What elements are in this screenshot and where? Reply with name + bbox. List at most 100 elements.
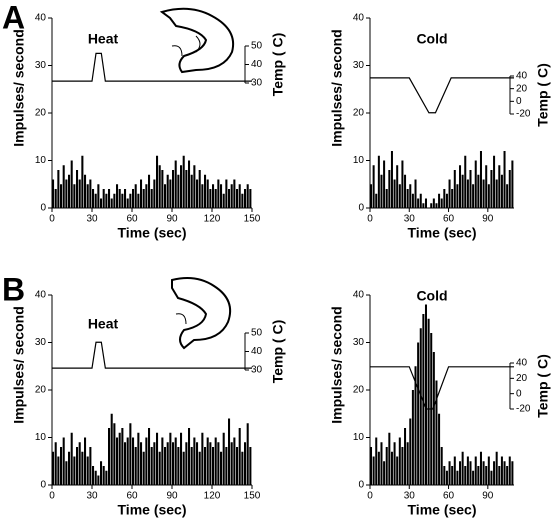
bar [188,160,191,208]
bar [190,174,193,208]
bar [190,447,193,485]
bar [86,456,89,485]
annotation: Cold [416,288,447,304]
bar [209,189,212,208]
bar [182,451,185,485]
bar [65,461,68,485]
bar [388,170,391,208]
bar [414,366,417,485]
bar [177,174,180,208]
bar [409,418,412,485]
bar [490,470,493,485]
x-tick-label: 60 [126,214,138,225]
panel-label: A [2,0,25,35]
x-tick-label: 60 [126,491,138,502]
temperature-line [370,77,514,114]
bar [230,442,233,485]
bar [236,189,239,208]
bar [118,432,121,485]
bar [453,170,456,208]
y2-tick-label: 0 [516,388,522,399]
bar [493,461,496,485]
bar [129,423,132,485]
bar [65,179,68,208]
bar [220,451,223,485]
bar [409,184,412,208]
bar [105,470,108,485]
bar [411,390,414,485]
bar [84,174,87,208]
bar [411,193,414,208]
y-axis-label: Impulses/ second [329,306,345,423]
bar [193,437,196,485]
bar [479,451,482,485]
bar [174,437,177,485]
bar [385,189,388,208]
bar [156,432,159,485]
bar [472,184,475,208]
bar [385,447,388,485]
bar [121,428,124,485]
bar [158,451,161,485]
bar [121,193,124,208]
bar [86,184,89,208]
bar [97,475,100,485]
y-tick-label: 30 [35,60,47,71]
bar [124,189,127,208]
bar [174,160,177,208]
x-axis-label: Time (sec) [118,502,187,518]
bar [398,437,401,485]
y-tick-label: 40 [353,290,365,301]
bar [217,179,220,208]
bar [432,352,435,485]
bar [185,442,188,485]
bar [485,466,488,485]
x-axis-label: Time (sec) [118,225,187,241]
y-tick-label: 20 [35,385,47,396]
y-tick-label: 10 [35,432,47,443]
bar [169,179,172,208]
bar [57,170,60,208]
bar [482,179,485,208]
bar [78,442,81,485]
bar [249,447,252,485]
bar [52,451,55,485]
bar [89,179,92,208]
bar [461,451,464,485]
bar [406,189,409,208]
bar [246,184,249,208]
bar [161,437,164,485]
bar [225,447,228,485]
bar [134,447,137,485]
bar [474,160,477,208]
bar [145,184,148,208]
bar [498,165,501,208]
bar [89,447,92,485]
bar [233,179,236,208]
bar [102,189,105,208]
bar [126,198,129,208]
bar [110,413,113,485]
bar [249,189,252,208]
bar [60,447,63,485]
y2-tick-label: 40 [251,346,263,357]
bar [62,437,65,485]
y-tick-label: 10 [353,155,365,166]
bar [161,170,164,208]
x-tick-label: 0 [367,214,373,225]
y2-tick-label: 0 [516,96,522,107]
y2-tick-label: 50 [251,41,263,52]
y-axis-label: Impulses/ second [11,306,27,423]
bar [469,170,472,208]
y-tick-label: 0 [40,480,46,491]
bar [212,447,215,485]
bar [148,174,151,208]
bar [438,193,441,208]
bar [487,456,490,485]
bar [62,165,65,208]
bar [388,432,391,485]
bar [417,342,420,485]
bar [506,466,509,485]
bar [212,184,215,208]
x-tick-label: 0 [367,491,373,502]
